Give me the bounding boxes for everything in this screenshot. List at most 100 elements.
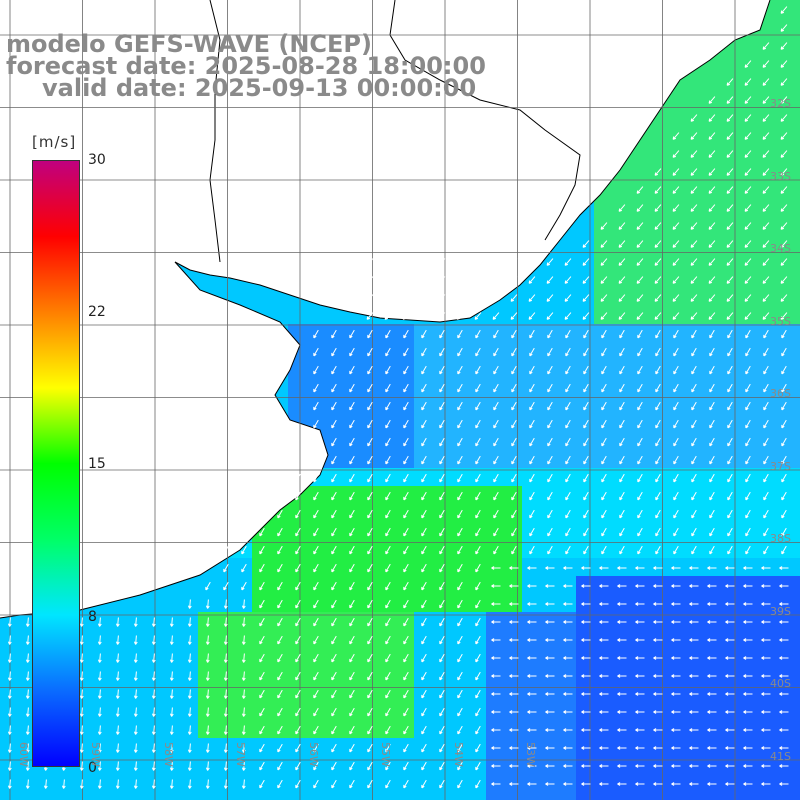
ocean-cell [504,522,523,541]
wind-arrow [709,455,715,465]
wind-arrow [709,365,715,375]
ocean-cell [486,738,505,757]
wind-arrow [601,509,607,519]
wind-arrow [313,329,319,339]
ocean-cell [486,648,505,667]
ocean-cell [180,720,199,739]
ocean-cell [396,720,415,739]
wind-arrow [653,566,663,570]
ocean-cell [216,648,235,667]
wind-arrow [491,674,501,678]
wind-arrow [545,764,555,768]
wind-arrow [313,689,319,699]
wind-arrow [743,674,753,678]
wind-arrow [547,455,553,465]
ocean-cell [144,612,163,631]
ocean-cell [342,774,361,793]
wind-arrow [385,329,391,339]
wind-arrow [619,365,625,375]
wind-arrow [781,401,787,411]
ocean-cell [612,378,631,397]
wind-arrow [583,365,589,375]
ocean-cell [756,126,775,145]
latitude-label: 32S [770,97,791,110]
wind-arrow [367,671,373,681]
ocean-cell [720,144,739,163]
wind-arrow [527,584,537,588]
ocean-cell [504,594,523,613]
ocean-cell [324,432,343,451]
wind-arrow [241,707,246,717]
wind-arrow [707,602,717,606]
wind-arrow [691,509,697,519]
wind-arrow [169,707,174,717]
longitude-label: 60W [17,742,30,767]
ocean-cell [288,666,307,685]
wind-arrow [743,620,753,624]
wind-arrow [601,419,607,429]
wind-arrow [600,294,608,302]
wind-arrow [457,401,463,411]
wind-arrow [367,725,373,735]
ocean-cell [360,612,379,631]
ocean-cell [288,396,307,415]
ocean-cell [684,234,703,253]
ocean-cell [612,522,631,541]
wind-arrow [635,638,645,642]
wind-arrow [457,743,463,753]
wind-arrow [295,599,301,609]
ocean-cell [630,378,649,397]
wind-arrow [727,329,733,339]
ocean-cell [594,774,613,793]
ocean-cell [666,792,685,800]
ocean-cell [594,594,613,613]
wind-arrow [672,186,680,194]
ocean-cell [756,468,775,487]
wind-arrow [707,674,717,678]
ocean-cell [630,360,649,379]
ocean-cell [486,468,505,487]
ocean-cell [18,774,37,793]
wind-arrow [475,329,481,339]
ocean-cell [90,702,109,721]
wind-arrow [79,635,84,645]
wind-arrow [709,347,715,357]
wind-arrow [726,276,734,284]
ocean-cell [720,576,739,595]
ocean-cell [648,576,667,595]
ocean-cell [540,774,559,793]
ocean-cell [738,180,757,199]
ocean-cell [756,252,775,271]
ocean-cell [702,756,721,775]
ocean-cell [306,792,325,800]
ocean-cell [720,738,739,757]
ocean-cell [324,702,343,721]
ocean-cell [540,576,559,595]
ocean-cell [378,396,397,415]
ocean-cell [306,702,325,721]
ocean-cell [648,522,667,541]
ocean-cell [486,342,505,361]
ocean-cell [378,324,397,343]
ocean-cell [684,108,703,127]
wind-arrow [779,566,789,570]
wind-arrow [529,383,535,393]
ocean-cell [396,756,415,775]
wind-arrow [690,312,698,320]
ocean-cell [612,342,631,361]
wind-arrow [493,491,499,501]
ocean-cell [504,306,523,325]
ocean-cell [792,216,800,235]
wind-arrow [527,620,537,624]
ocean-cell [342,540,361,559]
wind-arrow [708,276,716,284]
wind-arrow [781,545,787,555]
ocean-cell [468,648,487,667]
ocean-cell [792,198,800,217]
wind-arrow [780,312,788,320]
wind-arrow [313,743,319,753]
ocean-cell [774,288,793,307]
ocean-cell [486,666,505,685]
wind-arrow [762,168,770,176]
wind-arrow [313,527,319,537]
